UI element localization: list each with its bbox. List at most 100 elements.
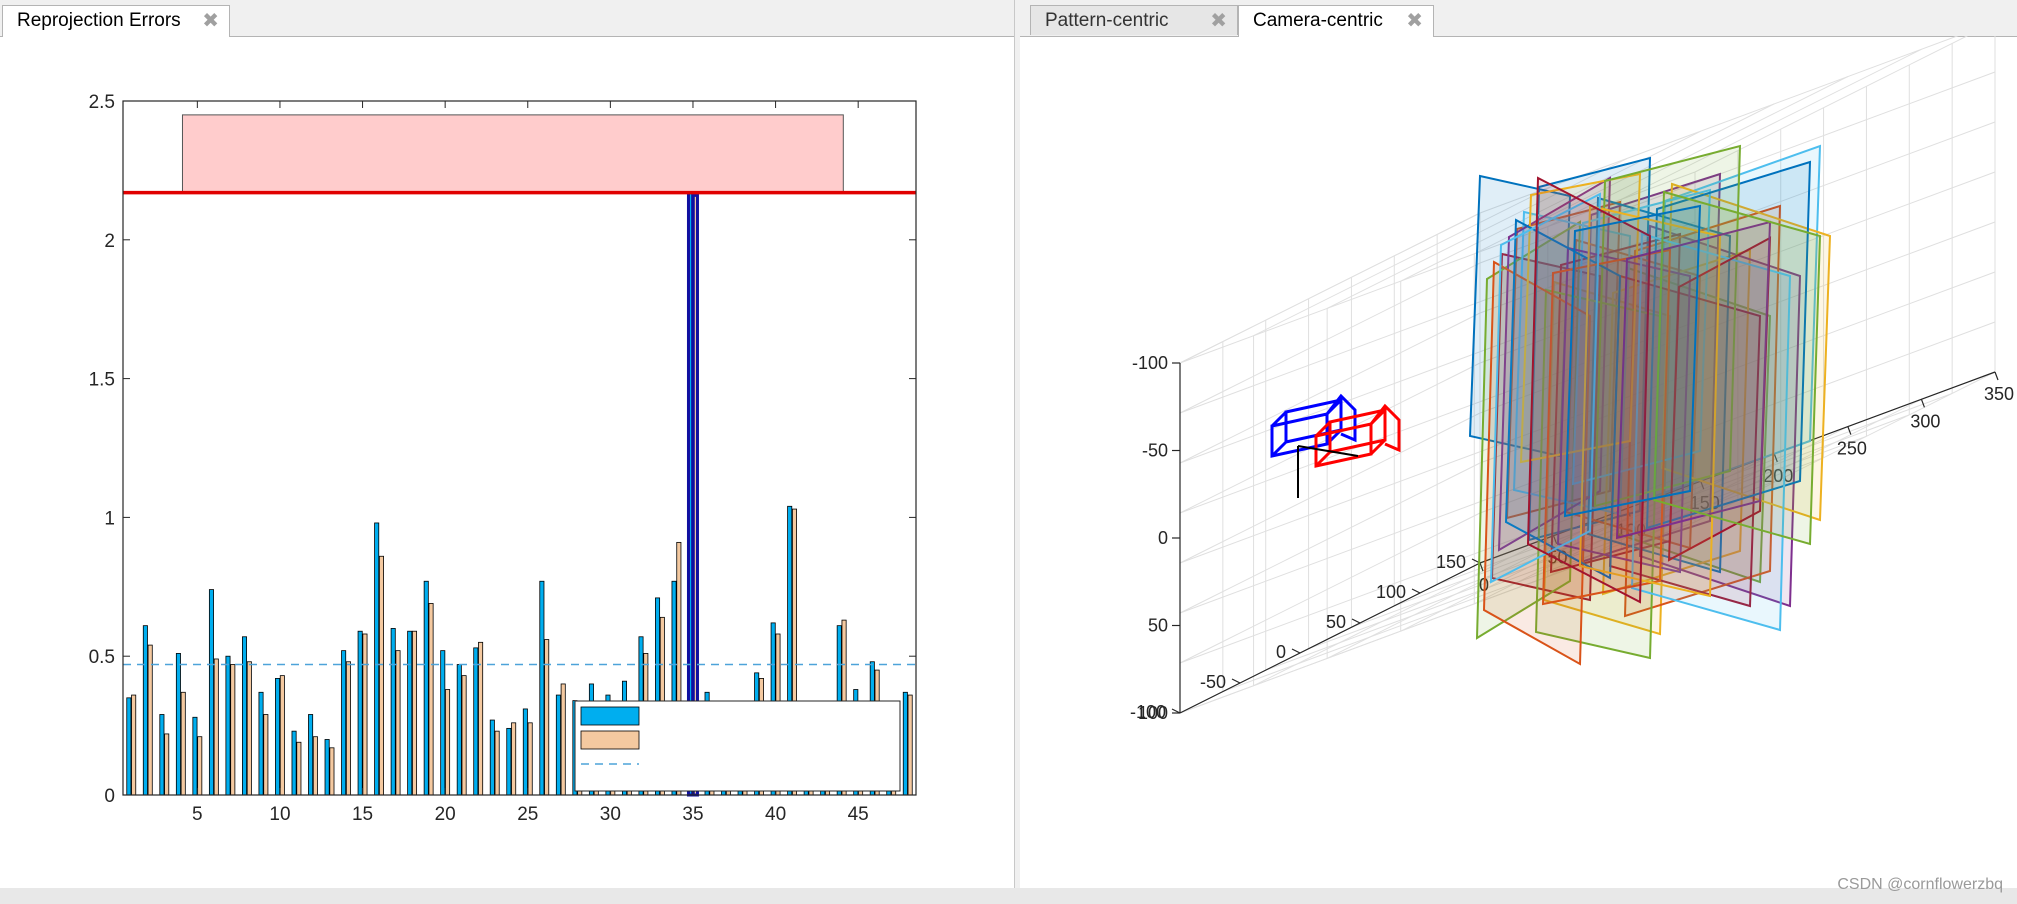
grid-line <box>1179 512 1481 664</box>
z-tick <box>1920 399 1925 408</box>
bar-camera-1-pair-3 <box>159 714 165 796</box>
calibration-board <box>1571 188 1712 486</box>
tab-label: Camera-centric <box>1253 10 1383 31</box>
bar-camera-2-pair-9 <box>263 714 269 796</box>
z-tick <box>1847 426 1852 435</box>
bar-camera-1-pair-2 <box>142 625 148 796</box>
bar-camera-2-pair-10 <box>279 675 285 796</box>
bar-camera-2-pair-24 <box>511 722 517 796</box>
x-tick-label: 15 <box>352 804 373 825</box>
x-tick-label: 100 <box>1376 582 1406 602</box>
z-tick-label: 200 <box>1763 466 1793 486</box>
camera-centric-3d-plot[interactable]: -100-50050100150050100150200250300350-10… <box>1020 36 2017 888</box>
z-tick <box>1994 371 1999 381</box>
x-tick-label: -50 <box>1200 672 1226 692</box>
x-tick-label: 45 <box>848 804 869 825</box>
close-icon[interactable]: ✖ <box>202 10 219 32</box>
grid-line <box>1400 130 1701 282</box>
tab-pattern-centric[interactable]: Pattern-centric ✖ <box>1030 5 1238 35</box>
x-tick <box>1291 648 1301 654</box>
grid-line <box>1351 435 1867 628</box>
bar-camera-1-pair-5 <box>192 716 198 796</box>
calibration-board <box>1526 176 1652 604</box>
camera-2-wireframe-lens <box>1369 403 1401 453</box>
camera-axes <box>1297 445 1359 498</box>
bar-camera-1-pair-9 <box>258 691 264 796</box>
calibration-board <box>1578 204 1722 598</box>
bar-camera-2-pair-14 <box>345 661 351 796</box>
status-strip <box>0 888 2017 904</box>
bar-camera-2-pair-17 <box>395 650 401 796</box>
tab-reprojection-errors[interactable]: Reprojection Errors ✖ <box>2 5 230 37</box>
tab-label: Reprojection Errors <box>17 10 181 31</box>
bar-camera-1-pair-4 <box>175 653 181 796</box>
x-tick <box>1351 618 1361 624</box>
x-tick-label: 30 <box>600 804 621 825</box>
grid-line <box>1621 48 1922 200</box>
bar-camera-1-pair-22 <box>473 647 479 796</box>
bar-camera-1-pair-7 <box>225 655 231 796</box>
calibration-board <box>1652 190 1822 546</box>
bar-camera-1-pair-11 <box>291 730 297 796</box>
close-icon[interactable]: ✖ <box>1210 10 1227 32</box>
close-icon[interactable]: ✖ <box>1406 10 1423 32</box>
y-tick-label: 100 <box>1138 703 1168 723</box>
bar-camera-2-pair-6 <box>213 658 219 796</box>
bar-camera-1-pair-10 <box>275 678 281 796</box>
bar-camera-1-pair-23 <box>489 719 495 796</box>
reprojection-bar-chart[interactable]: 0 0.5 1 1.5 2 2.5 5 10 15 20 25 30 35 40 45 <box>0 36 1014 888</box>
x-tick-label: -100 <box>1130 702 1166 722</box>
bar-camera-2-pair-20 <box>445 689 451 796</box>
bar-camera-1-pair-26 <box>539 580 545 796</box>
y-tick-label: 0.5 <box>89 647 115 668</box>
calibration-board <box>1563 204 1702 518</box>
bar-camera-2-pair-11 <box>296 741 302 796</box>
bar-camera-1-pair-18 <box>407 630 413 796</box>
bar-camera-1-pair-19 <box>423 580 429 796</box>
bar-camera-2-pair-13 <box>329 747 335 796</box>
x-tick-label: 40 <box>765 804 786 825</box>
calibration-board <box>1667 236 1772 562</box>
bar-camera-2-pair-3 <box>164 733 170 796</box>
bar-camera-1-pair-21 <box>456 664 462 796</box>
reprojection-errors-panel: Reprojection Errors ✖ 0 0.5 1 1.5 2 2.5 5 10 15 2… <box>0 0 1014 888</box>
bar-camera-2-pair-7 <box>230 664 236 796</box>
tab-label: Pattern-centric <box>1045 10 1169 31</box>
y-tick-label: -100 <box>1132 353 1168 373</box>
bar-camera-2-pair-16 <box>378 555 384 796</box>
bar-camera-2-pair-2 <box>147 644 153 796</box>
z-tick-label: 250 <box>1837 439 1867 459</box>
plot-frame <box>122 100 917 796</box>
bar-camera-1-pair-27 <box>555 694 561 796</box>
y-tick-label: 1.5 <box>89 370 115 391</box>
grid-line <box>1253 535 1554 687</box>
panel-splitter[interactable] <box>1014 0 1021 888</box>
calibration-board <box>1519 172 1642 464</box>
x-axis-line <box>1179 562 1481 714</box>
calibration-board <box>1475 220 1582 640</box>
x-tick <box>1171 708 1181 714</box>
z-tick-label: 300 <box>1910 411 1940 431</box>
x-tick-label: 5 <box>192 804 203 825</box>
bar-camera-1-pair-15 <box>357 630 363 796</box>
camera-1-wireframe-lens <box>1325 393 1357 443</box>
x-tick-label: 0 <box>1276 642 1286 662</box>
x-tick-label: 50 <box>1326 612 1346 632</box>
watermark: CSDN @cornflowerzbq <box>1837 876 2003 893</box>
bar-camera-1-pair-6 <box>208 589 214 796</box>
bar-camera-2-pair-21 <box>461 675 467 796</box>
grid-line <box>1326 507 1628 659</box>
y-tick-label: 0 <box>1158 528 1168 548</box>
calibration-board <box>1534 288 1662 660</box>
bar-camera-1-pair-14 <box>341 650 347 796</box>
bar-camera-1-pair-13 <box>324 739 330 796</box>
grid-line <box>1179 412 1481 564</box>
bar-camera-2-pair-18 <box>412 630 418 796</box>
bar-camera-2-pair-8 <box>246 661 252 796</box>
grid-line <box>1694 36 1969 173</box>
grid-line <box>1253 185 1554 337</box>
bar-camera-1-pair-12 <box>308 714 314 796</box>
z-tick <box>1700 480 1705 490</box>
tab-camera-centric[interactable]: Camera-centric ✖ <box>1238 5 1434 37</box>
x-tick <box>1231 678 1241 684</box>
